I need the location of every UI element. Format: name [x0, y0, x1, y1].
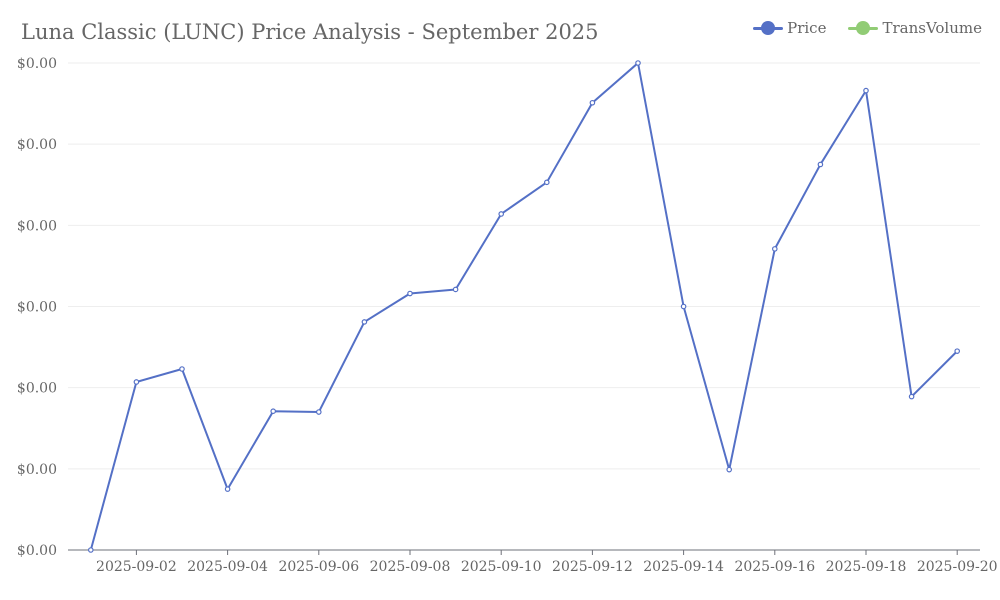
data-point — [543, 179, 550, 186]
data-point — [315, 409, 322, 415]
data-point — [133, 379, 140, 385]
x-tick-label: 2025-09-06 — [278, 559, 359, 575]
x-tick-label: 2025-09-14 — [643, 559, 724, 575]
legend-label-transvolume: TransVolume — [882, 19, 982, 37]
data-point — [452, 286, 459, 293]
y-tick-label: $0.00 — [17, 56, 57, 72]
x-tick-label: 2025-09-08 — [370, 559, 451, 575]
y-tick-label: $0.00 — [17, 462, 57, 478]
data-point — [863, 87, 869, 94]
data-point — [498, 211, 505, 217]
y-tick-label: $0.00 — [17, 300, 57, 316]
data-point — [270, 408, 277, 415]
data-point — [954, 348, 961, 354]
y-tick-label: $0.00 — [17, 543, 57, 559]
data-point — [726, 466, 733, 473]
y-tick-label: $0.00 — [17, 381, 57, 397]
y-tick-label: $0.00 — [17, 218, 57, 234]
legend-swatch-price — [753, 21, 784, 35]
legend-swatch-transvolume — [848, 21, 879, 35]
data-point — [635, 60, 641, 66]
y-tick-label: $0.00 — [17, 137, 57, 153]
data-point — [771, 246, 778, 252]
gridlines — [68, 62, 980, 470]
legend-label-price: Price — [787, 19, 827, 37]
x-tick-label: 2025-09-16 — [734, 559, 815, 575]
data-point — [680, 303, 687, 310]
data-point — [88, 547, 94, 553]
x-tick-label: 2025-09-10 — [461, 559, 542, 575]
x-tick-label: 2025-09-04 — [187, 559, 268, 575]
data-point — [589, 99, 596, 106]
x-tick-label: 2025-09-12 — [552, 559, 633, 575]
x-tick-label: 2025-09-02 — [96, 559, 177, 575]
axes: $0.00 $0.00 $0.00 $0.00 $0.00 $0.00 $0.00 2025-… — [17, 56, 998, 575]
chart-title: Luna Classic (LUNC) Price Analysis - Sep… — [21, 20, 599, 44]
x-tick-label: 2025-09-18 — [826, 559, 907, 575]
data-point — [361, 319, 368, 325]
legend-item-transvolume[interactable]: TransVolume — [848, 19, 982, 37]
data-point — [179, 366, 185, 372]
legend-item-price[interactable]: Price — [753, 19, 826, 37]
x-tick-label: 2025-09-20 — [917, 559, 998, 575]
data-point — [224, 486, 231, 492]
data-point — [908, 393, 915, 400]
series-line-price — [89, 62, 958, 551]
legend: Price TransVolume — [753, 19, 982, 37]
data-point — [407, 290, 413, 297]
series-layer — [88, 60, 961, 553]
data-point — [817, 161, 824, 168]
